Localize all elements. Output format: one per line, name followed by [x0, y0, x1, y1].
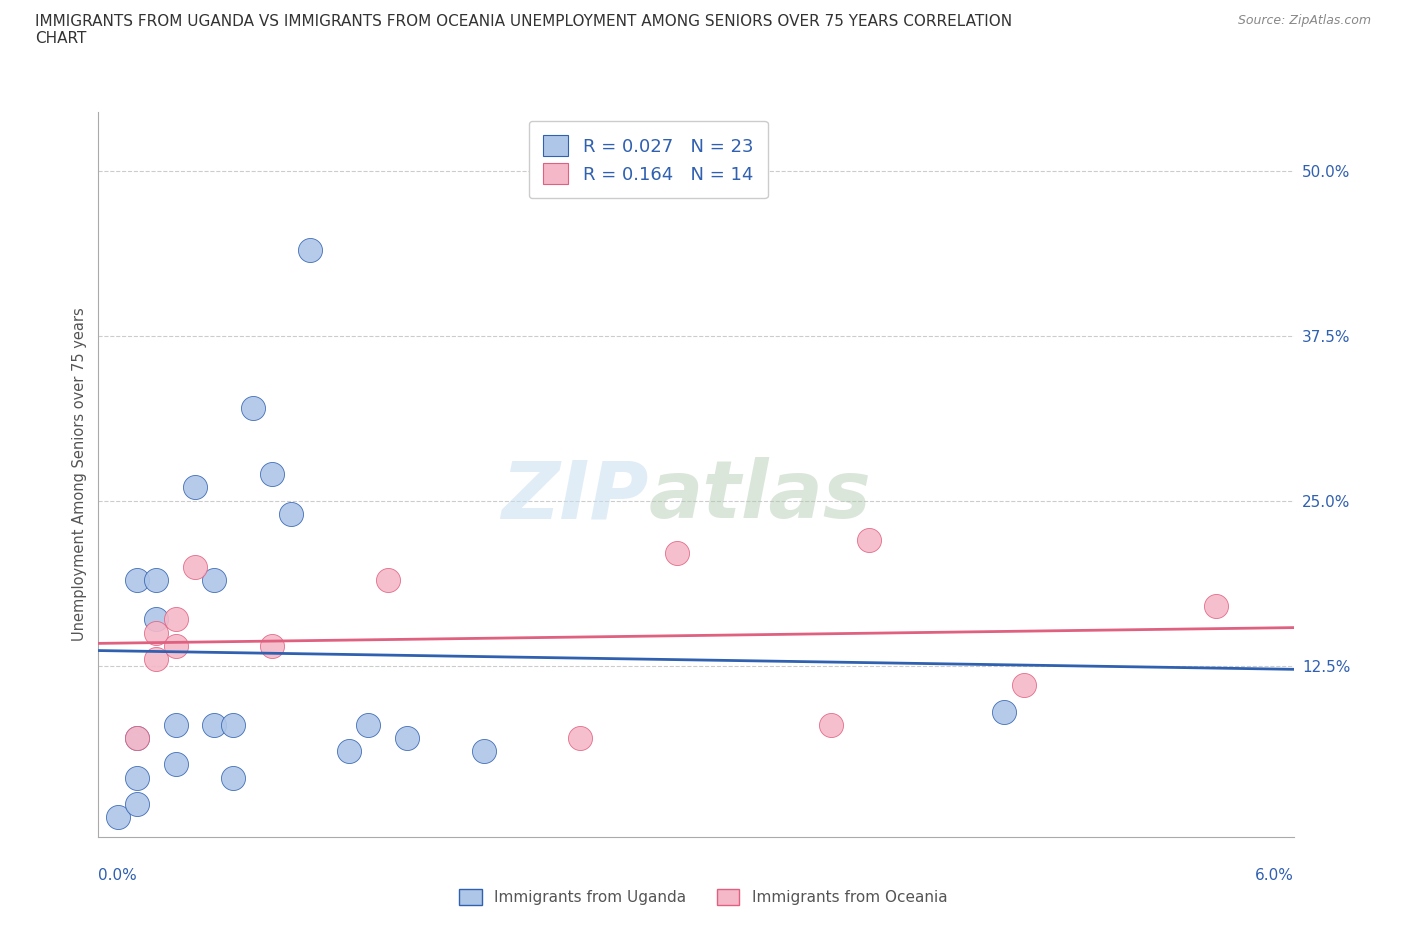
- Point: [993, 704, 1015, 719]
- Point: [222, 770, 245, 785]
- Text: 6.0%: 6.0%: [1254, 868, 1294, 883]
- Point: [165, 757, 187, 772]
- Point: [665, 546, 688, 561]
- Point: [125, 731, 148, 746]
- Point: [377, 572, 399, 587]
- Point: [125, 797, 148, 812]
- Text: Source: ZipAtlas.com: Source: ZipAtlas.com: [1237, 14, 1371, 27]
- Point: [184, 559, 207, 574]
- Text: ZIP: ZIP: [501, 457, 648, 535]
- Point: [165, 717, 187, 732]
- Point: [202, 717, 225, 732]
- Legend: Immigrants from Uganda, Immigrants from Oceania: Immigrants from Uganda, Immigrants from …: [453, 883, 953, 911]
- Text: IMMIGRANTS FROM UGANDA VS IMMIGRANTS FROM OCEANIA UNEMPLOYMENT AMONG SENIORS OVE: IMMIGRANTS FROM UGANDA VS IMMIGRANTS FRO…: [35, 14, 1012, 29]
- Point: [125, 572, 148, 587]
- Point: [222, 717, 245, 732]
- Point: [1205, 599, 1227, 614]
- Point: [145, 625, 167, 640]
- Point: [472, 744, 495, 759]
- Point: [145, 652, 167, 667]
- Point: [820, 717, 842, 732]
- Point: [858, 533, 880, 548]
- Point: [125, 731, 148, 746]
- Point: [260, 467, 283, 482]
- Point: [569, 731, 592, 746]
- Point: [1012, 678, 1035, 693]
- Legend: R = 0.027   N = 23, R = 0.164   N = 14: R = 0.027 N = 23, R = 0.164 N = 14: [529, 121, 768, 198]
- Point: [202, 572, 225, 587]
- Text: CHART: CHART: [35, 31, 87, 46]
- Point: [357, 717, 380, 732]
- Point: [125, 770, 148, 785]
- Point: [395, 731, 418, 746]
- Point: [145, 572, 167, 587]
- Point: [299, 243, 322, 258]
- Point: [145, 612, 167, 627]
- Text: atlas: atlas: [648, 457, 870, 535]
- Point: [242, 401, 264, 416]
- Point: [165, 638, 187, 653]
- Point: [280, 507, 302, 522]
- Point: [337, 744, 360, 759]
- Point: [260, 638, 283, 653]
- Point: [107, 810, 129, 825]
- Y-axis label: Unemployment Among Seniors over 75 years: Unemployment Among Seniors over 75 years: [72, 308, 87, 641]
- Text: 0.0%: 0.0%: [98, 868, 138, 883]
- Point: [184, 480, 207, 495]
- Point: [165, 612, 187, 627]
